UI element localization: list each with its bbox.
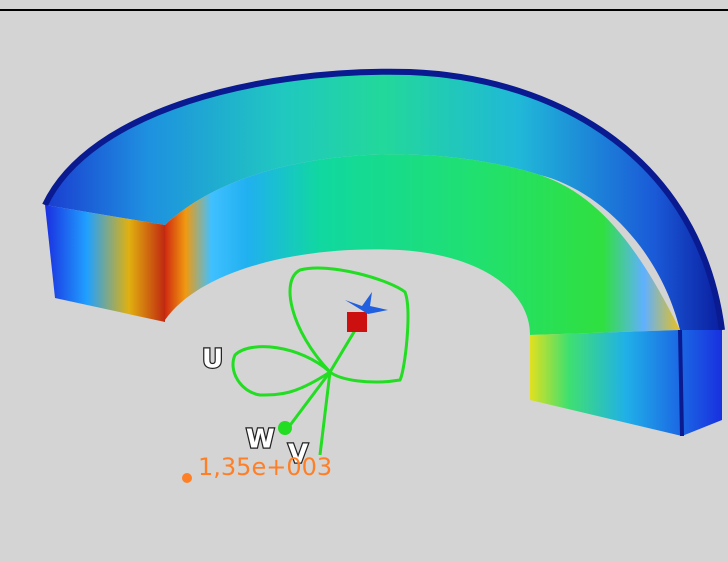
ring-edge — [680, 330, 682, 436]
axis-label-w: W — [246, 425, 275, 455]
axis-label-u: U — [202, 345, 223, 375]
value-marker — [182, 473, 192, 483]
viewport: U W V 1,35e+003 — [0, 0, 728, 561]
gizmo-origin — [347, 312, 367, 332]
value-label: 1,35e+003 — [198, 453, 332, 481]
gizmo-node — [278, 421, 292, 435]
